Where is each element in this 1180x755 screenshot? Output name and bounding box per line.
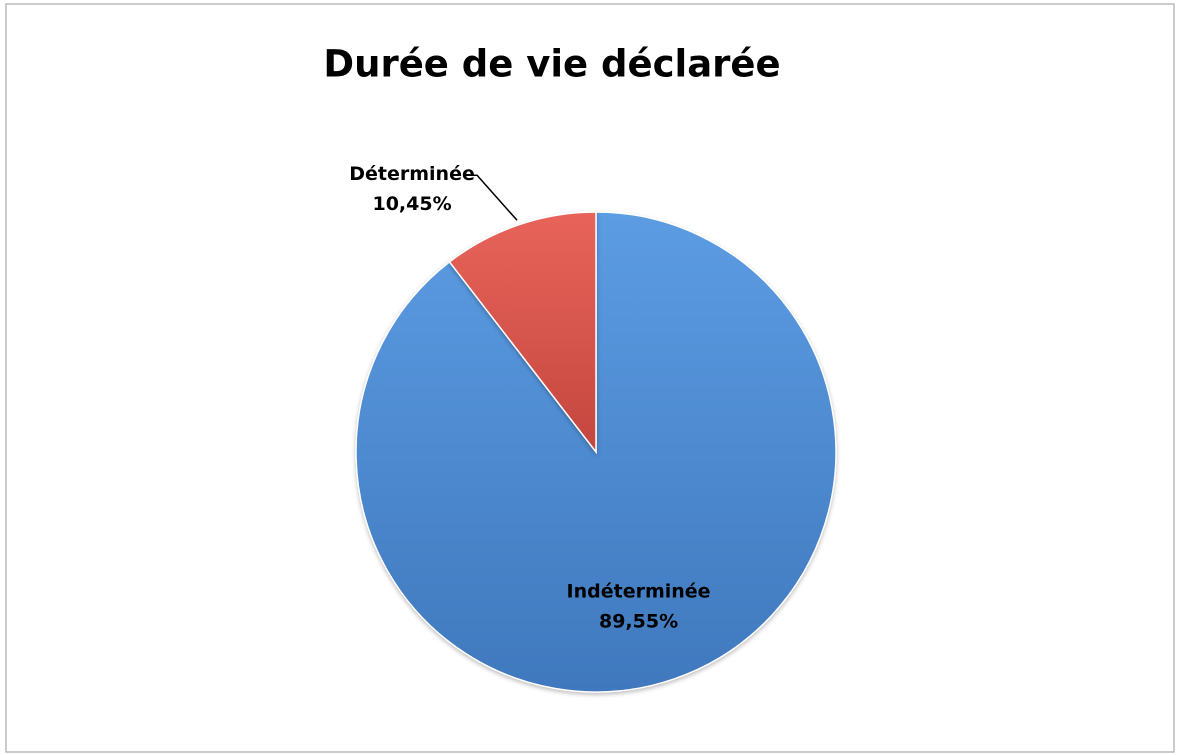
- data-label-name: Déterminée: [349, 163, 475, 185]
- pie-slice: [355, 211, 837, 693]
- pie: [355, 174, 837, 693]
- data-label-name: Indéterminée: [567, 580, 711, 602]
- data-label-value: 89,55%: [599, 610, 678, 632]
- pie-slice: [448, 211, 597, 455]
- leader-line: [469, 174, 518, 221]
- chart-title: Durée de vie déclarée: [323, 43, 780, 86]
- data-label-value: 10,45%: [372, 193, 451, 215]
